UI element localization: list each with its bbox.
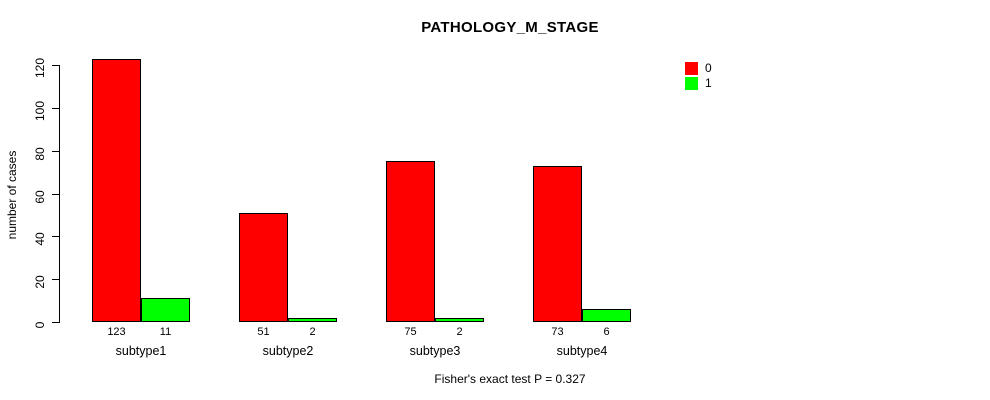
y-tick — [52, 65, 59, 66]
y-tick — [52, 151, 59, 152]
category-label-subtype4: subtype4 — [556, 344, 608, 358]
bar-value-label: 6 — [603, 326, 610, 338]
y-tick — [52, 108, 59, 109]
legend-swatch-green — [685, 77, 698, 90]
bar-value-label: 11 — [159, 326, 172, 338]
bar-0-subtype4 — [533, 166, 582, 322]
bar-1-subtype3 — [435, 318, 484, 322]
legend-label-0: 0 — [705, 61, 712, 75]
y-tick-label: 60 — [33, 189, 47, 204]
y-axis-line — [59, 65, 60, 323]
legend-label-1: 1 — [705, 76, 712, 90]
legend-swatch-red — [685, 62, 698, 75]
y-tick-label: 120 — [33, 57, 47, 78]
legend-item-1: 1 — [685, 76, 712, 91]
chart-title: PATHOLOGY_M_STAGE — [421, 19, 599, 36]
y-tick-label: 80 — [33, 146, 47, 161]
y-tick — [52, 236, 59, 237]
stat-test-annotation: Fisher's exact test P = 0.327 — [434, 372, 586, 386]
category-label-subtype1: subtype1 — [115, 344, 167, 358]
bar-value-label: 73 — [551, 326, 564, 338]
category-label-subtype2: subtype2 — [262, 344, 314, 358]
y-tick-label: 40 — [33, 231, 47, 246]
bar-value-label: 2 — [456, 326, 463, 338]
bar-value-label: 51 — [257, 326, 270, 338]
y-tick — [52, 194, 59, 195]
category-label-subtype3: subtype3 — [409, 344, 461, 358]
bar-value-label: 123 — [107, 326, 126, 338]
bar-1-subtype4 — [582, 309, 631, 322]
bar-0-subtype1 — [92, 59, 141, 322]
bar-0-subtype2 — [239, 213, 288, 322]
y-tick — [52, 279, 59, 280]
bar-1-subtype2 — [288, 318, 337, 322]
legend-item-0: 0 — [685, 61, 712, 76]
legend: 0 1 — [685, 61, 712, 91]
bar-0-subtype3 — [386, 161, 435, 322]
bar-value-label: 2 — [309, 326, 316, 338]
bar-value-label: 75 — [404, 326, 417, 338]
y-tick — [52, 322, 59, 323]
bar-1-subtype1 — [141, 298, 190, 322]
y-tick-label: 0 — [33, 321, 47, 328]
y-tick-label: 20 — [33, 274, 47, 289]
y-tick-label: 100 — [33, 100, 47, 121]
